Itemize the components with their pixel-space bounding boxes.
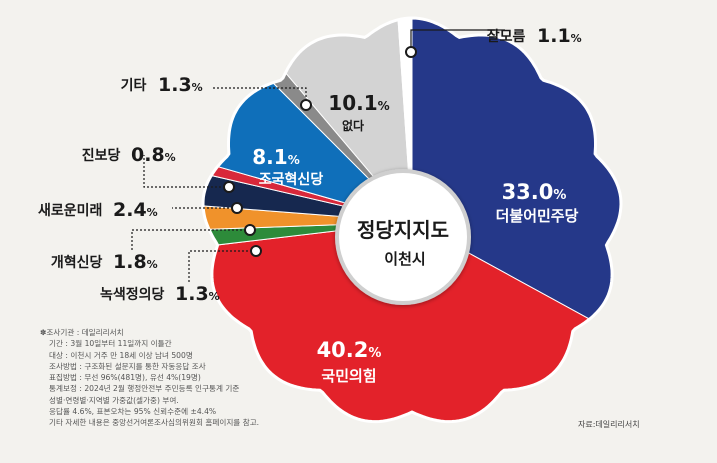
reform-label: 개혁신당 1.8% bbox=[51, 251, 158, 273]
note-line: 통계보정 : 2024년 2월 행정안전부 주민등록 인구통계 기준 bbox=[49, 384, 240, 394]
ppp-name-label: 국민의힘 bbox=[321, 367, 376, 385]
note-line: 응답률 4.6%, 표본오차는 95% 신뢰수준에 ±4.4% bbox=[49, 407, 217, 417]
chart-title: 정당지지도 bbox=[357, 218, 449, 242]
callout-dot-3 bbox=[231, 202, 243, 214]
callout-line-2 bbox=[143, 155, 229, 188]
survey-notes: ✽조사기관 : 데일리리서치 기간 : 3월 10일부터 11일까지 이틀간 대… bbox=[40, 327, 340, 429]
rebuild-name-label: 조국혁신당 bbox=[259, 171, 324, 188]
note-line: ✽조사기관 : 데일리리서치 bbox=[40, 328, 124, 337]
callout-line-4 bbox=[131, 229, 250, 250]
note-line: 표집방법 : 무선 96%(481명), 유선 4%(19명) bbox=[49, 373, 201, 383]
note-line: 조사방법 : 구조화된 설문지를 통한 자동응답 조사 bbox=[49, 361, 206, 371]
dem-value-label: 33.0% bbox=[502, 180, 567, 204]
source-label: 자료:데일리리서치 bbox=[578, 420, 640, 429]
none-value-label: 10.1% bbox=[328, 91, 389, 115]
callout-dot-0 bbox=[405, 46, 417, 58]
green-justice-label: 녹색정의당 1.3% bbox=[100, 283, 220, 305]
note-line: 기타 자세한 내용은 중앙선거여론조사심의위원회 홈페이지를 참고. bbox=[49, 418, 260, 428]
progressive-label: 진보당 0.8% bbox=[82, 144, 176, 166]
rebuild-value-label: 8.1% bbox=[252, 145, 299, 169]
callout-dot-5 bbox=[250, 245, 262, 257]
callout-dot-4 bbox=[244, 224, 256, 236]
none-name-label: 없다 bbox=[342, 118, 364, 133]
note-line: 기간 : 3월 10일부터 11일까지 이틀간 bbox=[49, 339, 172, 349]
chart-subtitle: 이천시 bbox=[384, 250, 425, 268]
ppp-value-label: 40.2% bbox=[317, 338, 382, 362]
other-label: 기타 1.3% bbox=[121, 74, 203, 96]
flower-outline bbox=[201, 16, 623, 424]
callout-line-0 bbox=[410, 29, 505, 52]
unknown-label: 잘모름 1.1% bbox=[487, 25, 582, 47]
callout-line-5 bbox=[188, 250, 256, 283]
dem-name-label: 더불어민주당 bbox=[496, 207, 579, 225]
callout-dot-2 bbox=[223, 181, 235, 193]
pie-slice-9 bbox=[393, 18, 413, 223]
note-line: 대상 : 이천시 거주 만 18세 이상 남녀 500명 bbox=[49, 350, 193, 360]
newfuture-label: 새로운미래 2.4% bbox=[38, 199, 158, 221]
callout-dot-1 bbox=[300, 99, 312, 111]
note-line: 성별·연령별·지역별 가중값(셀가중) 부여. bbox=[49, 395, 179, 405]
center-circle bbox=[335, 169, 471, 305]
